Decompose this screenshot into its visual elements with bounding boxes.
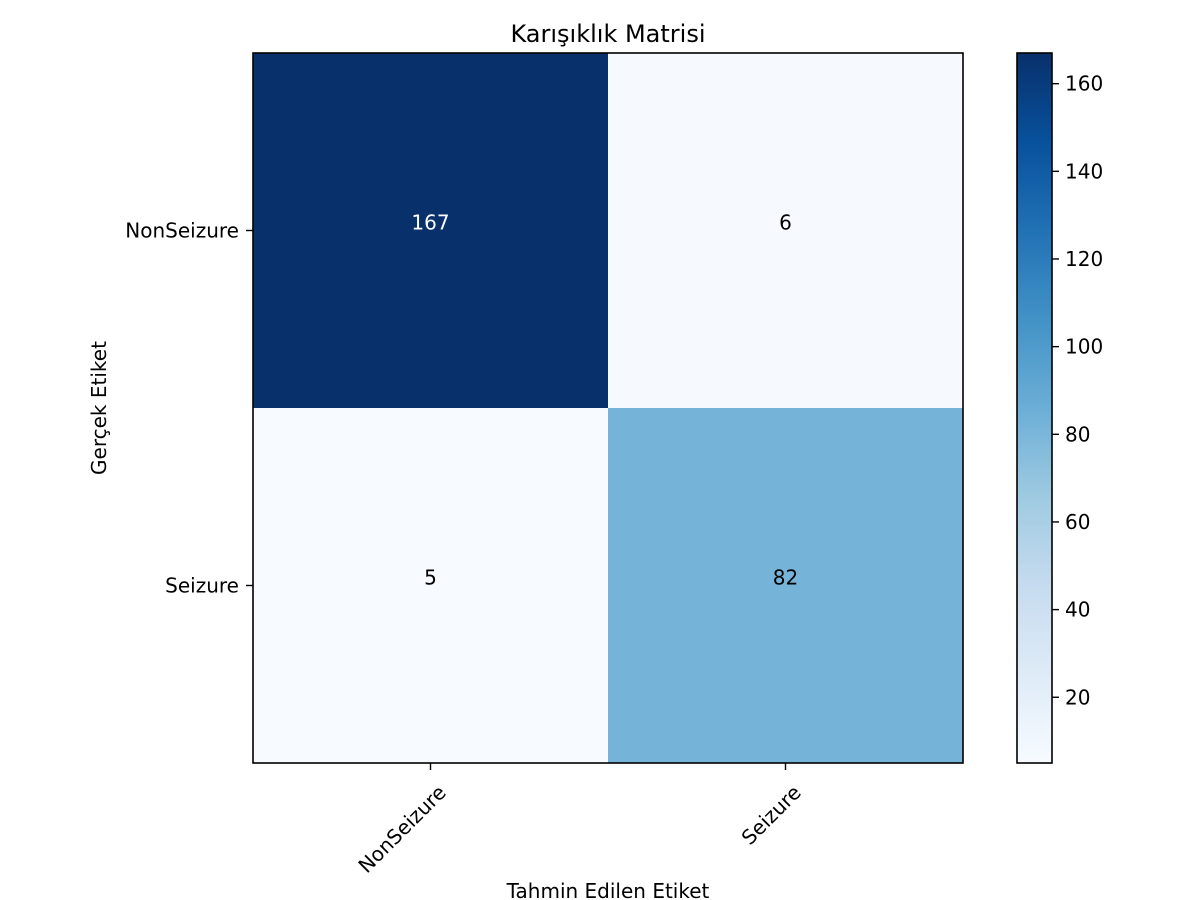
heatmap-cell-labels: 167 6 5 82 [411, 211, 798, 590]
cell-value-0-1: 6 [779, 211, 792, 235]
cell-value-1-1: 82 [773, 566, 798, 590]
colorbar-tick-label-0: 20 [1065, 685, 1090, 709]
x-axis-label: Tahmin Edilen Etiket [506, 879, 710, 900]
x-tick-label-1: Seizure [737, 780, 806, 849]
y-tick-label-1: Seizure [165, 574, 239, 598]
plot-frame [252, 52, 964, 764]
colorbar-tick-label-1: 40 [1065, 598, 1090, 622]
cell-1-1 [608, 408, 964, 764]
colorbar-tick-label-6: 140 [1065, 159, 1103, 183]
y-tick-label-0: NonSeizure [125, 219, 239, 243]
cell-value-0-0: 167 [411, 211, 449, 235]
colorbar-tick-label-5: 120 [1065, 247, 1103, 271]
colorbar: 20 40 60 80 100 120 140 160 [1016, 52, 1103, 764]
colorbar-tick-label-2: 60 [1065, 510, 1090, 534]
cell-0-1 [608, 53, 964, 409]
colorbar-tick-label-4: 100 [1065, 335, 1103, 359]
cell-0-0 [253, 53, 609, 409]
colorbar-tick-label-3: 80 [1065, 422, 1090, 446]
chart-title: Karışıklık Matrisi [510, 20, 705, 48]
x-tick-label-0: NonSeizure [353, 780, 450, 877]
heatmap-cells [253, 53, 964, 764]
colorbar-tick-label-7: 160 [1065, 72, 1103, 96]
y-axis-label: Gerçek Etiket [87, 341, 111, 475]
colorbar-ticks: 20 40 60 80 100 120 140 160 [1052, 72, 1103, 709]
colorbar-gradient [1016, 52, 1053, 764]
y-axis-ticks: NonSeizure Seizure [125, 219, 253, 598]
x-axis-ticks: NonSeizure Seizure [353, 763, 806, 878]
cell-1-0 [253, 408, 609, 764]
cell-value-1-0: 5 [424, 566, 437, 590]
